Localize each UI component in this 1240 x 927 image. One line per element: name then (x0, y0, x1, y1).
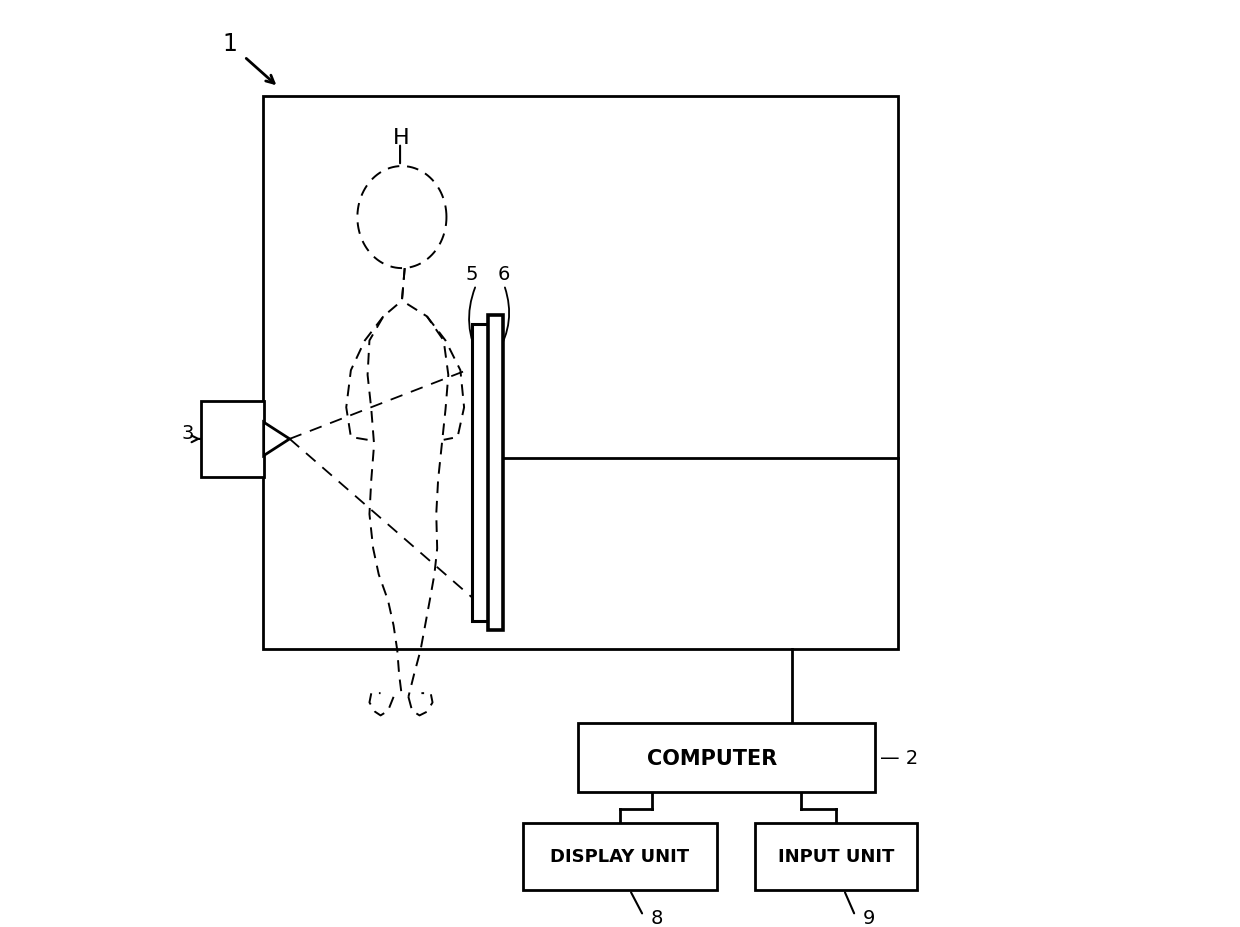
Bar (471, 324, 492, 621)
Text: — 2: — 2 (880, 748, 918, 768)
Bar (489, 315, 503, 630)
Text: 9: 9 (863, 908, 875, 927)
Text: H: H (393, 128, 409, 147)
Bar (578, 723, 875, 793)
Text: INPUT UNIT: INPUT UNIT (777, 847, 894, 866)
Text: 8: 8 (651, 908, 663, 927)
Bar (201, 401, 264, 477)
Text: 3: 3 (182, 424, 195, 442)
Text: COMPUTER: COMPUTER (647, 748, 777, 768)
Bar (755, 823, 916, 890)
Polygon shape (264, 423, 290, 456)
Text: DISPLAY UNIT: DISPLAY UNIT (551, 847, 689, 866)
Bar (263, 97, 899, 649)
Bar (522, 823, 718, 890)
Text: 6: 6 (497, 265, 510, 284)
Text: 1: 1 (223, 32, 238, 56)
Text: 5: 5 (465, 265, 477, 284)
